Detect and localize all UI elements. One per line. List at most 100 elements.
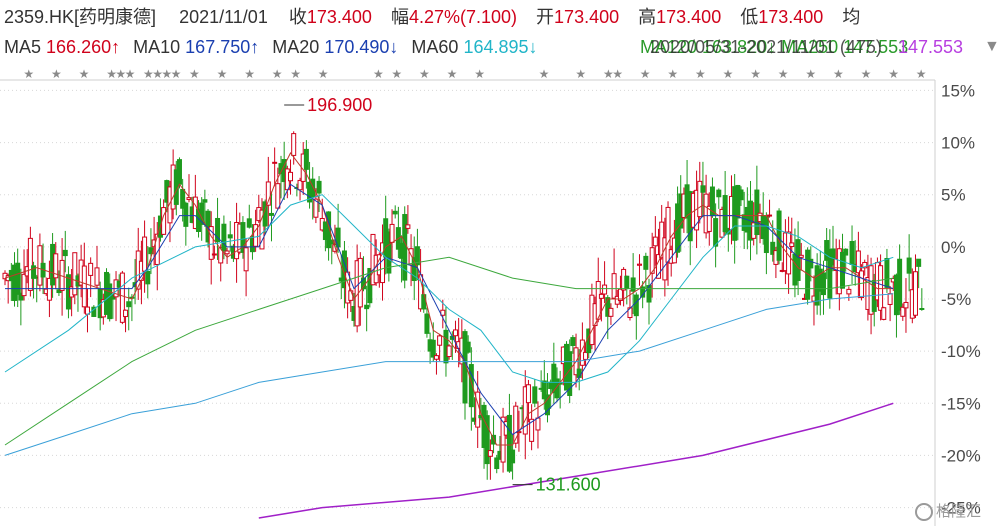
candle-body xyxy=(583,351,589,360)
candle-body xyxy=(602,284,608,295)
star-icon: ★ xyxy=(888,67,899,81)
candle-body xyxy=(215,217,221,242)
candle-body xyxy=(608,307,614,317)
star-icon: ★ xyxy=(189,67,200,81)
candle-body xyxy=(411,257,417,282)
candle-body xyxy=(570,337,576,347)
candle-body xyxy=(903,301,909,309)
star-icon: ★ xyxy=(391,67,402,81)
candle-body xyxy=(326,211,332,249)
star-icon: ★ xyxy=(447,67,458,81)
ma20-label: MA20 xyxy=(272,37,320,57)
candle-body xyxy=(208,226,214,260)
ma-line-ma120 xyxy=(4,293,894,456)
candle-body xyxy=(900,306,906,317)
y-tick-label: 10% xyxy=(941,134,975,153)
triangle-down-icon[interactable]: ▼ xyxy=(984,38,1000,55)
candle-body xyxy=(53,253,59,279)
open-label: 开 xyxy=(536,7,555,27)
candle-body xyxy=(652,236,658,247)
candle-body xyxy=(513,405,519,444)
star-icon: ★ xyxy=(244,67,255,81)
star-icon: ★ xyxy=(171,67,182,81)
candle-body xyxy=(316,180,322,194)
change-value: 4.27%(7.100) xyxy=(408,7,518,27)
candle-body xyxy=(221,223,227,251)
ma20-value: 170.490↓ xyxy=(324,37,399,57)
candle-body xyxy=(808,258,814,269)
candle-body xyxy=(630,277,636,292)
candle-body xyxy=(494,457,500,470)
candle-body xyxy=(827,248,833,299)
star-icon: ★ xyxy=(833,67,844,81)
gelonghui-logo-mark xyxy=(915,503,933,522)
candle-body xyxy=(202,199,208,203)
ma-legend: MA5 166.260↑ MA10 167.750↑ MA20 170.490↓… xyxy=(0,34,538,60)
gelonghui-logo: 格隆汇 xyxy=(915,500,982,522)
candle-body xyxy=(916,258,922,267)
candle-body xyxy=(605,297,611,317)
period-low-label: 131.600 xyxy=(536,475,601,495)
candle-body xyxy=(253,224,259,247)
candle-body xyxy=(656,254,662,279)
candle-body xyxy=(119,272,125,323)
candle-body xyxy=(567,351,573,396)
candle-body xyxy=(770,241,776,255)
star-icon: ★ xyxy=(695,67,706,81)
candle-body xyxy=(636,263,642,266)
candle-body xyxy=(862,262,868,269)
candle-body xyxy=(887,293,893,305)
star-icon: ★ xyxy=(318,67,329,81)
candle-body xyxy=(452,329,458,337)
candle-body xyxy=(123,309,129,318)
candle-body xyxy=(218,247,224,264)
star-icon: ★ xyxy=(805,67,816,81)
candle-body xyxy=(275,183,281,209)
candle-body xyxy=(713,218,719,247)
high-value: 173.400 xyxy=(656,7,722,27)
candle-body xyxy=(830,248,836,266)
candle-body xyxy=(468,364,474,408)
star-icon: ★ xyxy=(667,67,678,81)
candle-body xyxy=(510,449,516,464)
candle-body xyxy=(211,253,217,256)
candle-body xyxy=(297,179,303,191)
candle-body xyxy=(725,227,731,235)
ma10-label: MA10 xyxy=(133,37,181,57)
y-tick-label: 5% xyxy=(941,186,966,205)
watermark-text: 格隆汇 xyxy=(936,503,982,520)
candle-body xyxy=(697,180,703,218)
candle-body xyxy=(430,339,436,358)
y-tick-label: -25% xyxy=(941,499,981,518)
candle-body xyxy=(624,275,630,290)
candle-body xyxy=(392,210,398,215)
change-label: 幅 xyxy=(390,7,409,27)
candle-body xyxy=(27,237,33,291)
candle-body xyxy=(46,277,52,301)
candle-body xyxy=(535,417,541,431)
ma5-label: MA5 xyxy=(4,37,42,57)
candle-body xyxy=(789,242,795,248)
candle-body xyxy=(259,209,265,250)
y-tick-label: 0% xyxy=(941,238,966,257)
candle-body xyxy=(633,294,639,317)
ma250-value: 147.553 xyxy=(898,37,964,57)
candle-body xyxy=(798,254,804,258)
candle-body xyxy=(855,250,861,274)
candle-body xyxy=(31,265,37,279)
candle-body xyxy=(265,181,271,206)
low-label: 低 xyxy=(740,7,759,27)
candle-body xyxy=(88,262,94,276)
star-icon: ★ xyxy=(539,67,550,81)
star-icon: ★ xyxy=(778,67,789,81)
star-icon: ★ xyxy=(474,67,485,81)
candle-body xyxy=(288,171,294,182)
star-icon: ★ xyxy=(916,67,927,81)
candle-body xyxy=(763,216,769,254)
candle-body xyxy=(405,224,411,229)
candle-body xyxy=(56,289,62,294)
candle-body xyxy=(484,415,490,465)
candle-body xyxy=(186,197,192,201)
candle-body xyxy=(62,249,68,257)
